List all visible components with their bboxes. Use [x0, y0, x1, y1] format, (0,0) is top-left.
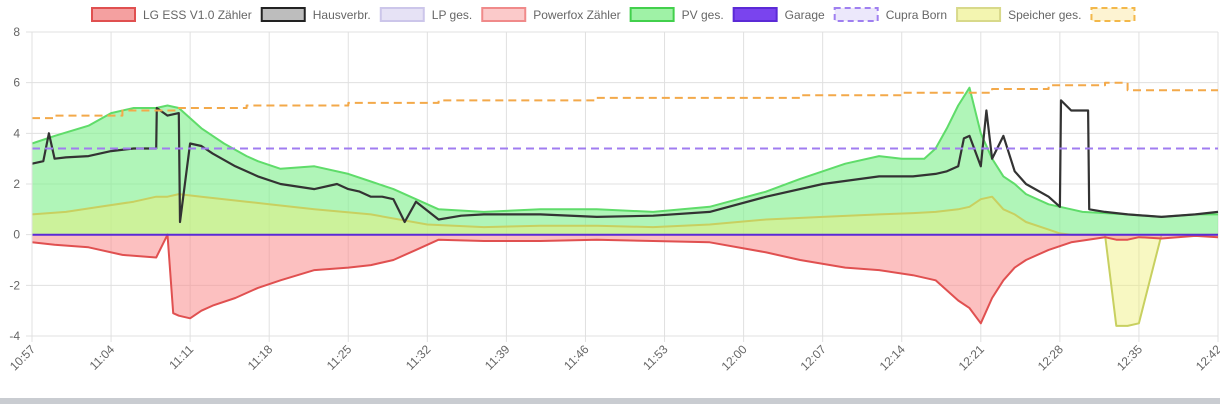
x-tick-label: 12:35: [1114, 342, 1145, 373]
series-pv-ges-area: [32, 87, 1218, 235]
x-tick-label: 12:28: [1035, 342, 1066, 373]
series-layer: [31, 81, 1219, 327]
legend-label: Cupra Born: [886, 8, 947, 22]
series-pv-ges-line: [31, 86, 1218, 218]
legend-swatch: [833, 7, 879, 22]
y-tick-label: 8: [13, 25, 20, 39]
bottom-divider: [0, 398, 1220, 404]
y-tick-label: 6: [13, 76, 20, 90]
legend-label: LG ESS V1.0 Zähler: [143, 8, 252, 22]
legend-swatch: [956, 7, 1002, 22]
legend-item[interactable]: Hausverbr.: [260, 7, 371, 22]
legend-label: PV ges.: [682, 8, 724, 22]
legend-swatch: [379, 7, 425, 22]
legend-item[interactable]: Speicher ges.: [956, 7, 1081, 22]
series-speicher-ges-area: [32, 194, 1218, 326]
legend-label: Garage: [785, 8, 825, 22]
x-tick-label: 10:57: [7, 342, 38, 373]
x-tick-label: 12:07: [798, 342, 829, 373]
x-tick-label: 11:11: [166, 342, 196, 372]
x-tick-label: 12:42: [1193, 342, 1220, 373]
x-tick-label: 11:32: [403, 342, 434, 373]
legend-swatch: [260, 7, 306, 22]
legend-item[interactable]: Powerfox Zähler: [481, 7, 621, 22]
legend-label: LP ges.: [432, 8, 472, 22]
legend-item[interactable]: Cupra Born: [833, 7, 947, 22]
series-lg-ess-v1-0-z-hler-area: [32, 234, 1218, 324]
x-tick-label: 11:18: [245, 342, 276, 373]
legend-swatch: [1090, 7, 1136, 22]
x-tick-label: 12:14: [877, 342, 908, 373]
y-tick-label: 4: [13, 126, 20, 140]
x-tick-label: 12:21: [956, 342, 987, 373]
series-unnamed-5-line: [32, 81, 1218, 120]
x-tick-label: 12:00: [719, 342, 750, 373]
x-tick-label: 11:25: [324, 342, 355, 373]
series-lg-ess-v1-0-z-hler-line: [31, 233, 1219, 325]
legend-item[interactable]: LP ges.: [379, 7, 472, 22]
legend-item[interactable]: PV ges.: [629, 7, 724, 22]
y-tick-label: 0: [13, 228, 20, 242]
legend-swatch: [91, 7, 136, 22]
legend-item[interactable]: [1090, 7, 1136, 22]
x-tick-label: 11:53: [640, 342, 671, 373]
legend-label: Powerfox Zähler: [533, 8, 620, 22]
legend-swatch: [481, 7, 527, 22]
series-hausverbr-line: [31, 99, 1219, 224]
x-tick-label: 11:46: [561, 342, 592, 373]
legend[interactable]: LG ESS V1.0 Zähler Hausverbr. LP ges. Power…: [91, 7, 1136, 22]
x-tick-label: 11:39: [482, 342, 513, 373]
y-tick-label: -4: [9, 329, 20, 343]
legend-label: Speicher ges.: [1008, 8, 1081, 22]
legend-label: Hausverbr.: [313, 8, 371, 22]
x-tick-label: 11:04: [87, 342, 118, 373]
y-tick-label: -2: [9, 278, 20, 292]
legend-swatch: [629, 7, 675, 22]
legend-item[interactable]: Garage: [732, 7, 825, 22]
legend-item[interactable]: LG ESS V1.0 Zähler: [91, 7, 252, 22]
legend-swatch: [732, 7, 778, 22]
y-tick-label: 2: [13, 177, 20, 191]
